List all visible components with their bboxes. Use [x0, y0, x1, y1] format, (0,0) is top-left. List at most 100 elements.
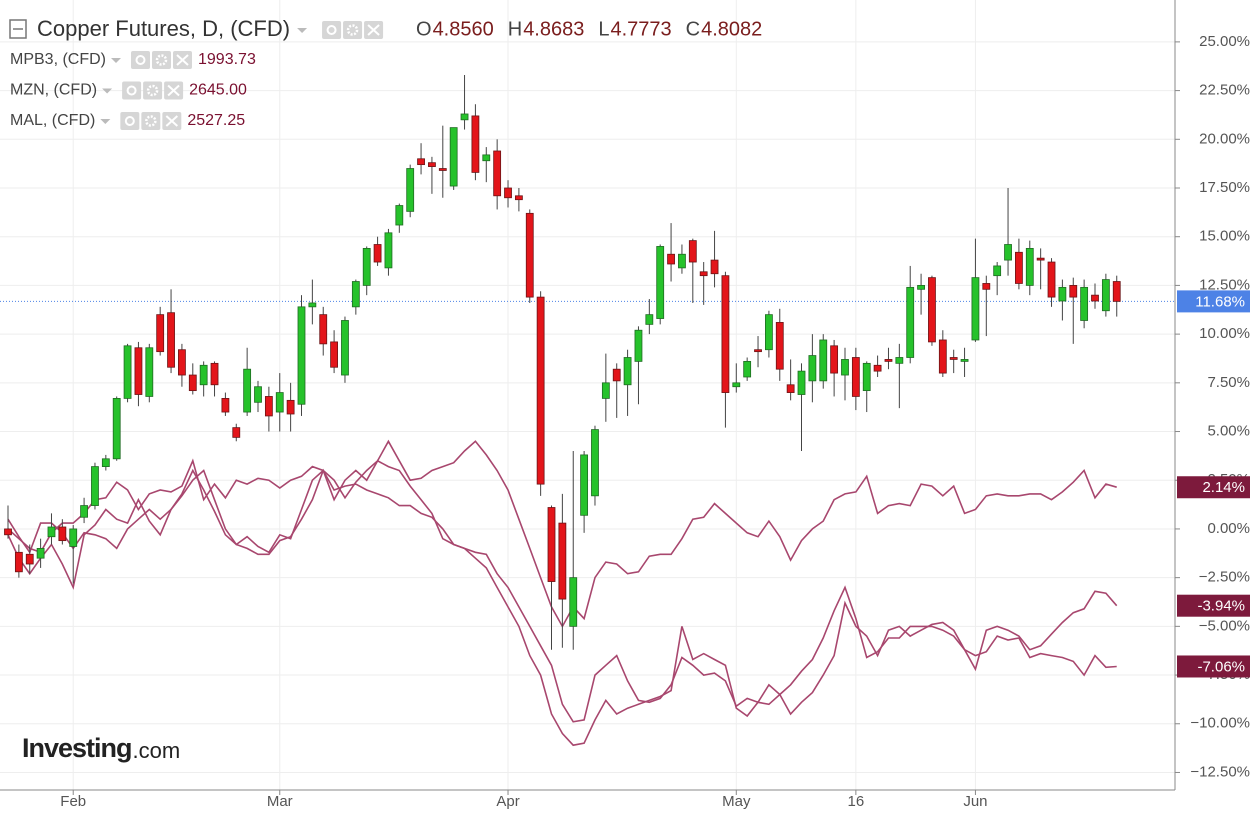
series-line — [7, 459, 1118, 723]
candle-body — [504, 187, 512, 199]
candle-body — [145, 347, 154, 397]
dropdown-caret[interactable] — [100, 119, 111, 124]
candle-body — [395, 205, 404, 226]
candle-body — [384, 232, 393, 269]
candle-body — [275, 392, 284, 413]
watermark: Investing .com — [22, 733, 180, 763]
price-tag — [1177, 290, 1250, 313]
candle-body — [862, 362, 871, 392]
candle-body — [928, 277, 936, 343]
candle-body — [14, 551, 23, 573]
candle-body — [210, 362, 219, 386]
candle-body — [775, 322, 784, 370]
candle-body — [525, 212, 534, 298]
candle-body — [254, 386, 262, 403]
candle-body — [960, 359, 969, 362]
candle-body — [938, 339, 947, 374]
legend: MPB3, (CFD) 1993.73 MZN, (CFD) 2645.00 MAL, … — [10, 51, 256, 130]
icon-gear-hub — [145, 115, 157, 127]
dropdown-caret[interactable] — [111, 58, 121, 63]
candle-body — [678, 253, 686, 269]
x-tick-label: Apr — [496, 793, 519, 810]
candle-body — [471, 115, 480, 173]
candle-body — [688, 240, 697, 263]
icon-eye[interactable] — [122, 81, 142, 100]
ohlc-key: H — [508, 18, 522, 40]
icon-eye-pupil — [135, 55, 146, 65]
candle-body — [80, 505, 88, 518]
candle-body — [36, 548, 45, 559]
candle-body — [786, 384, 795, 393]
candle-body — [873, 364, 882, 372]
ohlc-value: 4.8082 — [701, 18, 762, 40]
y-tick-label: 10.00% — [1199, 325, 1250, 342]
candle-body — [1069, 285, 1078, 298]
candle-body — [830, 345, 839, 374]
header: Copper Futures, D, (CFD) O 4.8560 H 4.8683 L… — [9, 16, 762, 41]
dropdown-caret[interactable] — [297, 28, 308, 33]
candle-body — [982, 283, 991, 290]
candle-body — [25, 553, 34, 565]
candle-body — [667, 253, 675, 265]
icon-gear[interactable] — [152, 51, 171, 69]
candle-body — [754, 349, 762, 353]
y-tick-label: 20.00% — [1199, 130, 1250, 147]
icon-gear-hub — [155, 54, 168, 66]
candles — [4, 75, 1121, 650]
candle-body — [493, 150, 502, 197]
candle-body — [1047, 261, 1056, 298]
icon-eye[interactable] — [131, 51, 150, 69]
ohlc-value: 4.8560 — [433, 18, 494, 40]
x-axis: Feb Mar Apr May 16 Jun — [60, 790, 988, 810]
candle-body — [58, 526, 67, 542]
x-tick-label: Jun — [963, 793, 987, 810]
icon-gear-hub — [146, 84, 159, 97]
legend-name: MAL, (CFD) — [10, 112, 95, 129]
candle-body — [743, 360, 752, 378]
candle-body — [1080, 286, 1089, 321]
candle-body — [178, 349, 186, 376]
candle-body — [765, 314, 773, 351]
value-tags: 11.68% 2.14% -3.94% -7.06% — [1177, 290, 1250, 678]
candle-body — [4, 528, 12, 536]
chart-title: Copper Futures, D, (CFD) — [37, 16, 290, 41]
y-tick-label: 7.50% — [1207, 374, 1250, 391]
candle-body — [134, 347, 143, 395]
candle-body — [949, 357, 958, 360]
series-tag — [1177, 594, 1250, 617]
price-tag-label: 11.68% — [1195, 293, 1245, 310]
dropdown-caret[interactable] — [102, 88, 113, 94]
candle-body — [808, 355, 817, 382]
ohlc-key: C — [686, 18, 700, 40]
icon-eye[interactable] — [120, 112, 140, 130]
icon-eye[interactable] — [322, 21, 342, 39]
icon-close-x — [165, 115, 179, 127]
series-tag — [1177, 476, 1250, 499]
candle-body — [906, 286, 915, 358]
candle-body — [91, 466, 99, 506]
ohlc-value: 4.8683 — [523, 18, 584, 40]
icon-gear[interactable] — [343, 21, 363, 39]
y-tick-label: 25.00% — [1199, 33, 1250, 50]
candle-body — [699, 271, 708, 277]
y-tick-label: 5.00% — [1207, 422, 1250, 439]
y-tick-label: 22.50% — [1199, 82, 1250, 99]
icon-gear[interactable] — [143, 81, 163, 100]
icon-gear[interactable] — [141, 112, 161, 130]
collapse-icon[interactable] — [9, 19, 27, 39]
candle-body — [1091, 294, 1099, 302]
candle-body — [1025, 247, 1034, 286]
y-tick-label: 15.00% — [1199, 228, 1250, 245]
candle-body — [438, 168, 447, 171]
icon-eye-pupil — [326, 25, 337, 35]
candle-body — [449, 127, 458, 187]
candle-body — [895, 357, 904, 364]
candle-body — [569, 577, 578, 627]
y-tick-label: −5.00% — [1199, 617, 1250, 634]
candle-body — [1015, 251, 1023, 284]
y-tick-label: −10.00% — [1190, 715, 1250, 732]
x-tick-label: Feb — [60, 793, 86, 810]
